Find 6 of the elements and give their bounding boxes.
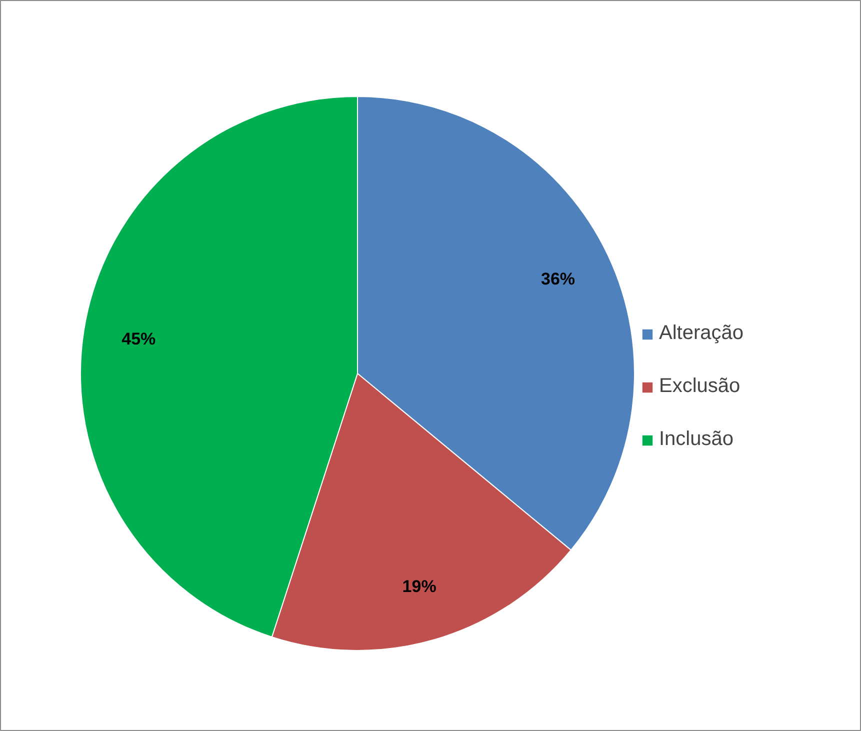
data-label: 45% (122, 329, 156, 348)
legend-label: Exclusão (659, 375, 740, 398)
data-label: 19% (402, 576, 436, 596)
legend-label: Inclusão (659, 428, 734, 451)
legend-label: Alteração (659, 322, 744, 345)
data-label: 36% (540, 270, 576, 289)
